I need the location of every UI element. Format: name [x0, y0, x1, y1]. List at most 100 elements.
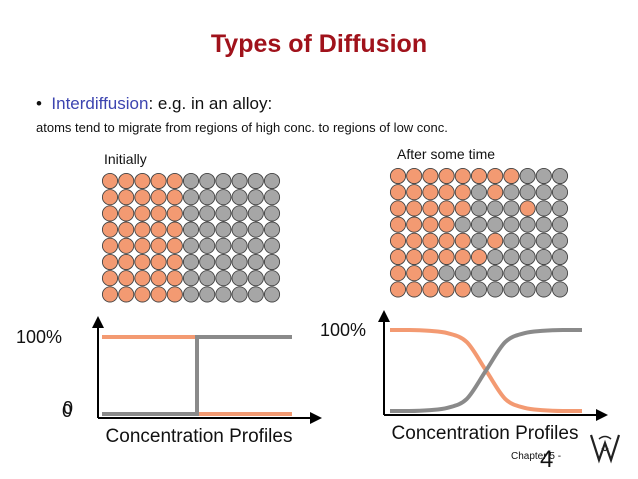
lattice-after-atom — [503, 167, 520, 185]
lattice-initial-atom — [118, 237, 135, 254]
lattice-initial-atom — [118, 205, 135, 222]
lattice-initial-atom — [166, 172, 183, 190]
lattice-initial-atom — [231, 172, 248, 190]
bullet-rest: : e.g. in an alloy: — [148, 94, 273, 113]
lattice-after-atom — [487, 265, 504, 282]
lattice-after-atom — [503, 200, 520, 217]
lattice-after-atom — [551, 184, 569, 201]
lattice-after-atom — [470, 216, 488, 233]
lattice-initial-atom — [182, 253, 200, 271]
lattice-after-atom — [487, 248, 504, 266]
lattice-after-atom — [535, 232, 552, 249]
lattice-after-atom — [406, 281, 423, 298]
lattice-initial-atom — [166, 221, 183, 238]
lattice-after-atom — [422, 200, 439, 217]
lattice-initial-atom — [215, 172, 232, 190]
lattice-initial-atom — [101, 189, 119, 206]
lattice-initial-atom — [101, 253, 119, 271]
lattice-after-atom — [422, 232, 439, 249]
lattice-after-atom — [406, 232, 423, 249]
lattice-initial-atom — [231, 221, 248, 238]
lattice-initial-atom — [215, 237, 232, 254]
lattice-after-atom — [454, 265, 471, 282]
lattice-after-atom — [535, 200, 552, 217]
lattice-after-atom — [519, 167, 536, 185]
bullet-interdiffusion: • Interdiffusion: e.g. in an alloy: — [36, 94, 272, 114]
lattice-after-atom — [470, 167, 488, 185]
caption-initially: Initially — [104, 151, 147, 167]
lattice-after-atom — [438, 232, 455, 249]
lattice-initial-atom — [215, 205, 232, 222]
profile-after-tick-0: 0 — [63, 398, 73, 418]
lattice-initial-atom — [199, 189, 216, 206]
lattice-initial-atom — [166, 270, 183, 287]
lattice-initial-atom — [263, 253, 281, 271]
profile-after-series-b — [389, 327, 583, 414]
lattice-after-atom — [406, 167, 423, 185]
lattice-initial-atom — [231, 270, 248, 287]
lattice-initial-atom — [101, 237, 119, 254]
lattice-after-atom — [389, 281, 407, 298]
lattice-initial-atom — [263, 270, 281, 287]
lattice-initial-atom — [118, 221, 135, 238]
lattice-after-atom — [503, 248, 520, 266]
lattice-after-atom — [487, 167, 504, 185]
lattice-initial-atom — [118, 253, 135, 271]
lattice-after-atom — [535, 248, 552, 266]
lattice-initial-atom — [199, 221, 216, 238]
bullet-marker: • — [36, 94, 42, 113]
profile-after-xlabel: Concentration Profiles — [392, 423, 579, 444]
lattice-after-atom — [389, 216, 407, 233]
lattice-initial-atom — [166, 253, 183, 271]
lattice-initial-atom — [263, 221, 281, 238]
lattice-initial-atom — [134, 253, 151, 271]
lattice-initial-atom — [199, 172, 216, 190]
lattice-initial-atom — [199, 237, 216, 254]
lattice-after-atom — [535, 167, 552, 185]
lattice-initial-atom — [182, 221, 200, 238]
lattice-after-atom — [519, 248, 536, 266]
lattice-after-atom — [519, 200, 536, 217]
lattice-after-atom — [535, 281, 552, 298]
bullet-term: Interdiffusion — [51, 94, 149, 113]
lattice-initial-atom — [199, 253, 216, 271]
lattice-after-atom — [535, 184, 552, 201]
lattice-after-atom — [454, 216, 471, 233]
lattice-initial-atom — [150, 270, 167, 287]
lattice-after-atom — [406, 216, 423, 233]
lattice-initial-atom — [118, 286, 135, 303]
lattice-after-atom — [503, 232, 520, 249]
lattice-initial-atom — [182, 172, 200, 190]
lattice-after-atom — [470, 200, 488, 217]
lattice-initial-atom — [134, 205, 151, 222]
lattice-initial-atom — [247, 253, 264, 271]
lattice-initial-atom — [134, 189, 151, 206]
lattice-after-atom — [406, 200, 423, 217]
lattice-initial-atom — [231, 286, 248, 303]
lattice-initial-atom — [118, 189, 135, 206]
lattice-after-atom — [551, 232, 569, 249]
lattice-initial-atom — [101, 270, 119, 287]
lattice-after-atom — [438, 167, 455, 185]
lattice-initial-atom — [150, 286, 167, 303]
lattice-initial-atom — [118, 270, 135, 287]
lattice-after-atom — [470, 248, 488, 266]
lattice-initial-atom — [101, 286, 119, 303]
lattice-after-atom — [406, 184, 423, 201]
lattice-initial-atom — [182, 205, 200, 222]
lattice-after-atom — [438, 200, 455, 217]
lattice-after-atom — [470, 281, 488, 298]
profile-after-y-arrow — [378, 310, 390, 322]
lattice-initial-atom — [231, 189, 248, 206]
lattice-after-atom — [422, 184, 439, 201]
lattice-after-atom — [389, 167, 407, 185]
lattice-initial-atom — [166, 189, 183, 206]
lattice-initial-atom — [215, 253, 232, 271]
profile-initial-xlabel: Concentration Profiles — [106, 426, 293, 447]
lattice-after-atom — [454, 248, 471, 266]
lattice-after-atom — [454, 281, 471, 298]
lattice-initial-atom — [182, 286, 200, 303]
lattice-after-atom — [487, 232, 504, 249]
lattice-initial-atom — [263, 205, 281, 222]
